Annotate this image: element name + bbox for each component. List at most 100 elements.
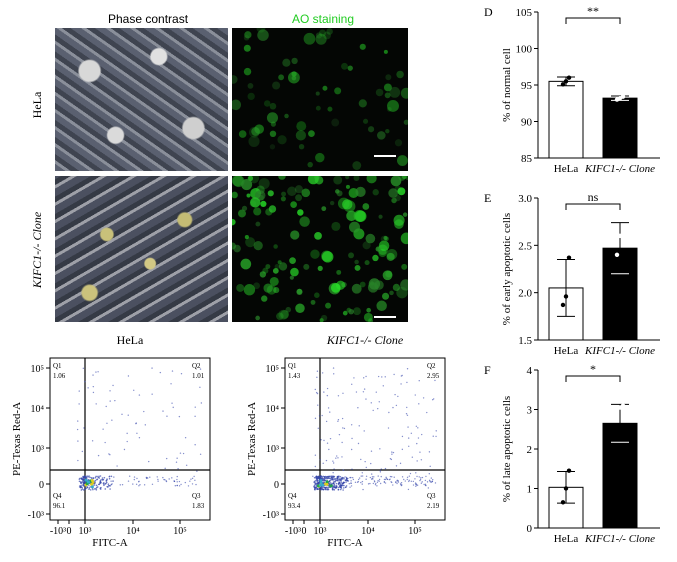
significance-label: ns (588, 190, 599, 204)
fluorescent-cell (290, 201, 297, 208)
fluorescent-cell (387, 99, 399, 112)
fluorescent-cell (353, 209, 366, 222)
fluorescent-cell (276, 312, 284, 321)
fluorescent-cell (385, 129, 390, 134)
fluorescent-cell (265, 264, 271, 270)
data-point (566, 255, 572, 260)
flow-y-tick: -10³ (28, 510, 44, 521)
quadrant-value: 2.19 (427, 502, 440, 510)
y-axis-label: % of normal cell (501, 48, 513, 122)
quadrant-label: Q1 (53, 362, 62, 370)
y-tick-label: 95 (521, 80, 533, 92)
data-point (566, 75, 572, 80)
fluorescent-cell (363, 312, 373, 322)
fluorescent-cell (384, 92, 391, 99)
data-point (614, 252, 620, 257)
fluorescent-cell (273, 287, 280, 294)
y-tick-label: 1.5 (518, 335, 532, 347)
micrograph-kifc1-phase (55, 176, 228, 322)
fluorescent-cell (253, 282, 260, 290)
fluorescent-cell (244, 235, 249, 240)
fluorescent-cell (280, 196, 286, 202)
fluorescent-cell (364, 260, 370, 266)
fluorescent-cell (315, 91, 320, 96)
fluorescent-cell (269, 102, 277, 110)
fluorescent-cell (348, 221, 361, 233)
fluorescent-cell (337, 197, 350, 210)
fluorescent-cell (236, 283, 245, 292)
fluorescent-cell (388, 188, 399, 198)
fluorescent-cell (257, 29, 269, 41)
flow-x-tick: 10⁴ (126, 526, 140, 537)
fluorescent-cell (297, 209, 304, 216)
fluorescent-cell (278, 262, 288, 271)
fluorescent-cell (363, 118, 369, 124)
y-axis-label: % of early apoptotic cells (501, 213, 513, 325)
bar-hela (548, 80, 584, 159)
fluorescent-cell (366, 307, 372, 313)
fluorescent-cell (258, 178, 270, 190)
fluorescent-cell (368, 278, 381, 290)
fluorescent-cell (382, 270, 393, 281)
bar-kifc1 (602, 97, 638, 159)
flow-y-label: PE-Texas Red-A (11, 402, 23, 476)
fluorescent-cell (244, 31, 252, 39)
flow-x-label: FITC-A (92, 537, 128, 549)
fluorescent-cell (295, 130, 307, 141)
fluorescent-cell (383, 49, 388, 54)
fluorescent-cell (362, 241, 371, 250)
data-point (620, 228, 626, 234)
fluorescent-cell (365, 233, 376, 244)
data-point (563, 294, 569, 299)
fluorescent-cell (378, 214, 383, 219)
row-label-kifc1: KIFC1-/- Clone (30, 211, 44, 289)
fluorescent-cell (303, 263, 310, 270)
fluorescent-cell (240, 258, 252, 270)
fluorescent-cell (269, 144, 276, 150)
flow-y-tick: 10⁵ (266, 364, 280, 375)
fluorescent-cell (238, 130, 247, 138)
scale-bar (374, 316, 396, 318)
flow-x-tick: 10³ (314, 526, 327, 537)
fluorescent-cell (290, 230, 300, 240)
flow-y-tick: 0 (39, 480, 44, 491)
fluorescent-cell (310, 299, 316, 305)
flow-x-tick: 10⁴ (361, 526, 375, 537)
fluorescent-cell (331, 221, 341, 231)
fluorescent-cell (294, 185, 303, 194)
fluorescent-cell (376, 300, 387, 312)
fluorescent-cell (367, 126, 375, 133)
fluorescent-cell (256, 28, 266, 33)
fluorescent-cell (321, 251, 334, 263)
fluorescent-cell (359, 43, 366, 50)
flow-y-tick: 10⁴ (31, 404, 45, 415)
y-tick-label: 2.5 (518, 240, 532, 252)
quadrant-label: Q2 (427, 362, 436, 370)
significance-label: ** (587, 4, 599, 18)
fluorescent-cell (352, 161, 362, 170)
fluorescent-cell (278, 176, 286, 180)
category-label: HeLa (554, 533, 579, 545)
data-point (560, 500, 566, 505)
row-label-hela: HeLa (30, 91, 44, 119)
data-point (614, 409, 620, 414)
quadrant-value: 1.43 (288, 372, 301, 380)
fluorescent-cell (267, 190, 274, 197)
flow-plot-frame (284, 357, 446, 521)
flow-y-tick: 10⁵ (31, 364, 45, 375)
fluorescent-cell (323, 31, 331, 40)
fluorescent-cell (329, 200, 335, 206)
micrograph-kifc1-ao (232, 176, 408, 322)
y-tick-label: 4 (527, 365, 533, 377)
fluorescent-cell (289, 257, 296, 265)
fluorescent-cell (392, 283, 401, 292)
fluorescent-cell (298, 144, 305, 150)
fluorescent-cell (232, 218, 236, 226)
fluorescent-cell (336, 269, 342, 275)
flow-x-tick: 0 (67, 526, 72, 537)
fluorescent-cell (245, 237, 256, 248)
scale-bar (374, 155, 396, 157)
fluorescent-cell (241, 205, 248, 211)
flow-x-tick: 0 (302, 526, 307, 537)
quadrant-value: 2.95 (427, 372, 440, 380)
